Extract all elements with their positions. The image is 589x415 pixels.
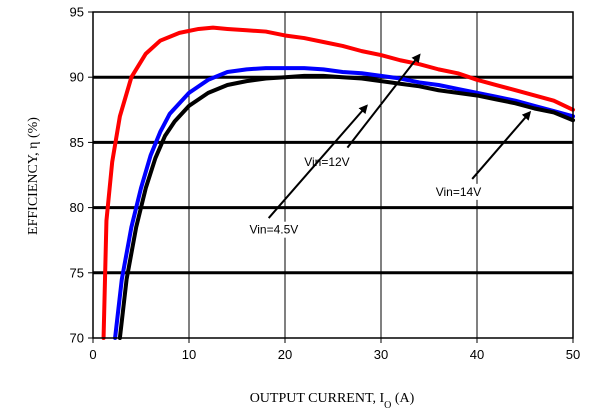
- y-tick-label-75: 75: [70, 265, 84, 280]
- annotation-label-2: Vin=4.5V: [249, 223, 298, 237]
- y-tick-label-95: 95: [70, 5, 84, 20]
- x-tick-label-20: 20: [278, 347, 292, 362]
- x-tick-label-10: 10: [182, 347, 196, 362]
- y-axis-title: EFFICIENCY, η (%): [26, 117, 41, 235]
- series-line-2: [113, 66, 575, 340]
- series-line-1: [101, 25, 575, 340]
- y-tick-label-85: 85: [70, 135, 84, 150]
- annotation-label-1: Vin=12V: [304, 155, 350, 169]
- grid-layer: [93, 12, 573, 338]
- annotation-arrow-1: [346, 53, 421, 149]
- series-layer: [101, 25, 575, 340]
- annotation-layer: Vin=12V Vin=4.5V Vin=14V: [247, 53, 532, 238]
- annotation-arrow-3: [471, 110, 532, 180]
- x-tick-label-0: 0: [89, 347, 96, 362]
- y-tick-label-80: 80: [70, 200, 84, 215]
- y-tick-label-70: 70: [70, 331, 84, 346]
- plot-frame: [92, 11, 574, 339]
- axis-layer: 0 10 20 30 40 50 70 75 80 85 90 95: [70, 5, 581, 363]
- x-tick-label-50: 50: [566, 347, 580, 362]
- annotation-arrow-2: [267, 104, 368, 219]
- y-tick-label-90: 90: [70, 70, 84, 85]
- annotation-label-3: Vin=14V: [436, 185, 482, 199]
- annotation-label-bg-2: [247, 221, 301, 238]
- x-tick-label-40: 40: [470, 347, 484, 362]
- annotation-label-bg-3: [433, 183, 484, 200]
- x-axis-title: OUTPUT CURRENT, IO (A): [250, 391, 415, 411]
- x-tick-label-30: 30: [374, 347, 388, 362]
- series-line-3: [117, 73, 575, 340]
